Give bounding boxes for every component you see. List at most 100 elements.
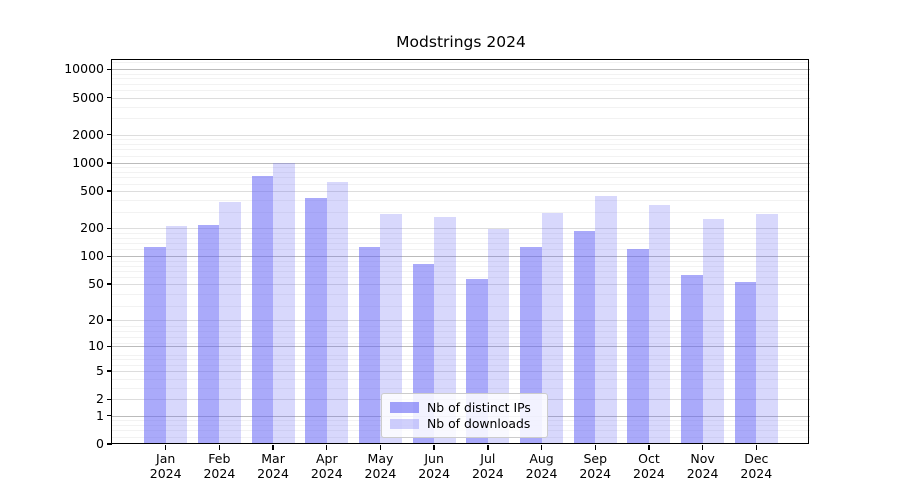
y-tick-mark	[107, 283, 112, 285]
gridline-minor	[112, 260, 810, 262]
gridline-labeled	[112, 371, 810, 373]
gridline-minor	[112, 90, 810, 92]
gridline-minor	[112, 139, 810, 141]
y-tick-mark	[107, 227, 112, 229]
legend: Nb of distinct IPs Nb of downloads	[381, 393, 548, 438]
gridline-minor	[112, 378, 810, 380]
x-tick-label-may: May 2024	[350, 451, 410, 481]
x-tick-year: 2024	[471, 466, 504, 481]
bar-sep-distinct-ips	[573, 230, 596, 444]
gridline-minor	[112, 143, 810, 145]
x-tick-mark	[487, 445, 489, 450]
gridline-minor	[112, 73, 810, 75]
legend-swatch-downloads	[390, 418, 419, 429]
y-tick-label: 2000	[72, 126, 104, 142]
gridline-minor	[112, 167, 810, 169]
gridline-minor	[112, 211, 810, 213]
x-tick-year: 2024	[364, 466, 397, 481]
bar-may-downloads	[380, 214, 402, 444]
y-tick-label: 10000	[64, 61, 104, 77]
x-tick-month: Apr	[315, 451, 338, 466]
x-tick-label-aug: Aug 2024	[512, 451, 572, 481]
gridline-minor	[112, 177, 810, 179]
legend-label-downloads: Nb of downloads	[427, 416, 531, 432]
gridline-minor	[112, 106, 810, 108]
y-tick-label: 200	[80, 220, 104, 236]
y-tick-label: 20	[88, 312, 104, 328]
gridline-minor	[112, 387, 810, 389]
y-tick-mark	[107, 68, 112, 70]
bar-aug-downloads	[541, 212, 564, 444]
x-tick-month: May	[367, 451, 394, 466]
x-tick-year: 2024	[633, 466, 665, 481]
x-tick-label-jul: Jul 2024	[458, 451, 518, 481]
gridline-minor	[112, 149, 810, 151]
y-tick-label: 1000	[72, 154, 104, 170]
x-tick-month: Jan	[156, 451, 176, 466]
bar-oct-distinct-ips	[627, 249, 649, 444]
gridline-major	[112, 162, 810, 164]
bar-feb-downloads	[219, 202, 241, 444]
bar-jan-downloads	[165, 226, 188, 444]
legend-label-distinct-ips: Nb of distinct IPs	[427, 399, 531, 415]
y-tick-mark	[107, 255, 112, 257]
y-tick-label: 0	[96, 436, 104, 451]
x-tick-year: 2024	[686, 466, 719, 481]
x-tick-mark	[648, 445, 650, 450]
x-tick-month: Dec	[744, 451, 769, 466]
gridline-minor	[112, 336, 810, 338]
x-tick-mark	[326, 445, 328, 450]
bar-apr-distinct-ips	[305, 198, 327, 444]
x-tick-label-jun: Jun 2024	[404, 451, 464, 481]
gridline-minor	[112, 242, 810, 244]
x-tick-label-dec: Dec 2024	[726, 451, 786, 481]
x-tick-mark	[164, 445, 167, 450]
x-tick-year: 2024	[418, 466, 451, 481]
bar-dec-distinct-ips	[734, 281, 757, 444]
legend-item-distinct-ips: Nb of distinct IPs	[390, 399, 539, 416]
bar-mar-downloads	[273, 162, 295, 444]
x-tick-label-oct: Oct 2024	[619, 451, 679, 481]
x-tick-mark	[272, 445, 274, 450]
y-tick-mark	[107, 415, 112, 417]
bar-oct-downloads	[648, 205, 671, 444]
y-tick-label: 5000	[72, 89, 104, 105]
y-tick-label: 2	[96, 391, 104, 407]
bar-may-distinct-ips	[358, 246, 381, 444]
gridline-major	[112, 256, 810, 258]
x-tick-label-apr: Apr 2024	[297, 451, 357, 481]
gridline-minor	[112, 237, 810, 239]
legend-swatch-distinct-ips	[390, 402, 419, 413]
gridline-labeled	[112, 134, 810, 136]
legend-item-downloads: Nb of downloads	[390, 416, 539, 433]
gridline-minor	[112, 364, 810, 366]
y-tick-label: 500	[80, 183, 104, 199]
gridline-labeled	[112, 320, 810, 322]
gridline-major	[112, 346, 810, 348]
x-tick-label-jan: Jan 2024	[136, 451, 196, 481]
y-tick-mark	[107, 96, 112, 99]
plot-area	[112, 60, 810, 444]
x-tick-mark	[433, 445, 435, 450]
bar-jul-downloads	[487, 228, 510, 444]
x-tick-mark	[218, 445, 221, 450]
y-tick-label: 1	[96, 407, 104, 423]
gridline-minor	[112, 293, 810, 295]
bar-mar-distinct-ips	[251, 175, 274, 444]
gridline-minor	[112, 359, 810, 361]
y-tick-label: 10	[88, 338, 104, 354]
bar-jan-distinct-ips	[144, 246, 166, 444]
y-tick-label: 100	[80, 248, 104, 264]
x-tick-mark	[755, 445, 757, 450]
bar-nov-downloads	[702, 218, 725, 444]
y-tick-mark	[107, 134, 112, 136]
x-tick-year: 2024	[310, 466, 343, 481]
x-tick-year: 2024	[525, 466, 558, 481]
x-tick-month: Aug	[529, 451, 554, 466]
bar-apr-downloads	[326, 181, 349, 444]
bar-nov-distinct-ips	[681, 275, 703, 444]
x-tick-mark	[540, 445, 543, 450]
x-tick-month: Feb	[208, 451, 231, 466]
gridline-minor	[112, 342, 810, 344]
